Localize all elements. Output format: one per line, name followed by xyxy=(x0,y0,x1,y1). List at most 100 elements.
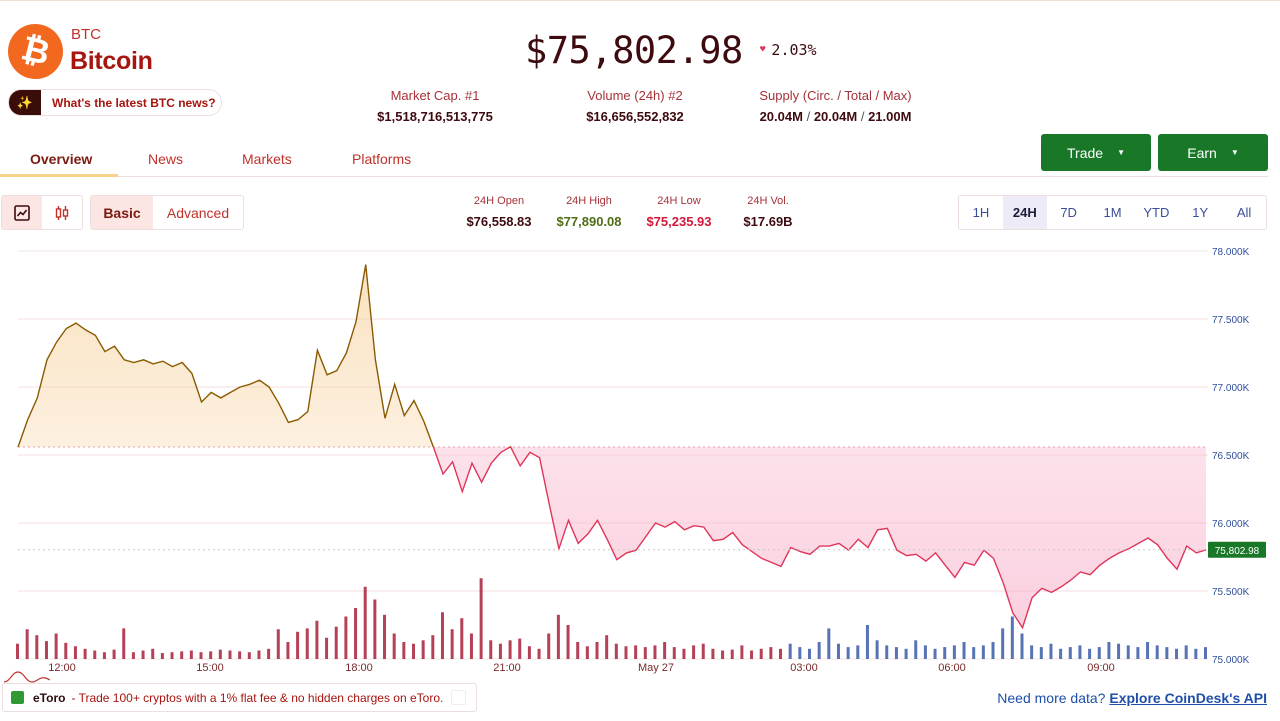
nav-divider xyxy=(0,176,1268,177)
earn-button[interactable]: Earn ▼ xyxy=(1158,134,1268,171)
tab-overview[interactable]: Overview xyxy=(30,151,93,167)
volume-bar xyxy=(1088,648,1092,659)
volume-bar xyxy=(189,650,193,659)
volume-bar xyxy=(247,652,251,659)
volume-bar xyxy=(556,614,560,659)
low-stat: 24H Low $75,235.93 xyxy=(635,195,723,229)
volume-bar xyxy=(721,650,725,659)
volume-bar xyxy=(334,626,338,659)
volume-bar xyxy=(750,650,754,659)
volume-bar xyxy=(836,643,840,659)
volume-bar xyxy=(711,648,715,659)
range-all[interactable]: All xyxy=(1236,205,1252,220)
chart-type-toggle xyxy=(1,195,83,230)
ad-close-icon[interactable] xyxy=(451,690,467,705)
tab-markets[interactable]: Markets xyxy=(242,151,292,167)
stat-label: Market Cap. #1 xyxy=(390,88,480,103)
price-change: ♥ 2.03% xyxy=(760,41,817,59)
x-axis-label: 09:00 xyxy=(1087,662,1115,674)
news-prompt-label: What's the latest BTC news? xyxy=(52,95,216,110)
day-stat-value: $75,235.93 xyxy=(646,214,712,229)
volume-bar xyxy=(663,642,667,659)
mini-chart-icon xyxy=(4,671,50,683)
volume-bar xyxy=(209,651,213,659)
candlestick-button[interactable] xyxy=(42,196,82,229)
volume-bar xyxy=(923,645,927,659)
advanced-mode-button[interactable]: Advanced xyxy=(166,204,230,221)
volume-bar xyxy=(228,650,232,659)
trade-button[interactable]: Trade ▼ xyxy=(1041,134,1151,171)
volume-bar xyxy=(614,643,618,659)
volume-bar xyxy=(914,640,918,659)
volume-bar xyxy=(798,647,802,659)
volume-bar xyxy=(392,633,396,659)
api-link[interactable]: Explore CoinDesk's API xyxy=(1109,690,1267,706)
earn-label: Earn xyxy=(1187,144,1217,161)
supply-stat: Supply (Circ. / Total / Max) 20.04M / 20… xyxy=(733,88,938,124)
volume-bar xyxy=(1184,645,1188,659)
range-1m[interactable]: 1M xyxy=(1103,205,1122,220)
y-axis-label: 78.000K xyxy=(1212,247,1250,258)
volume-bar xyxy=(518,638,522,659)
x-axis-label: 21:00 xyxy=(493,662,521,674)
volume-bar xyxy=(431,635,435,659)
volume-bar xyxy=(325,637,329,659)
trade-label: Trade xyxy=(1067,144,1104,161)
volume-bar xyxy=(25,629,29,659)
volume-bar xyxy=(199,652,203,659)
stat-label: Volume (24h) #2 xyxy=(587,88,683,103)
coin-nav: Overview News Markets Platforms xyxy=(0,140,1030,178)
range-24h[interactable]: 24H xyxy=(1002,196,1047,229)
volume-bar xyxy=(846,647,850,659)
market-cap-stat: Market Cap. #1 $1,518,716,513,775 xyxy=(370,88,500,124)
day-stat-value: $17.69B xyxy=(743,214,793,229)
news-prompt-button[interactable]: ✨ What's the latest BTC news? xyxy=(8,89,222,116)
day-stat-value: $77,890.08 xyxy=(556,214,622,229)
volume-bar xyxy=(1068,647,1072,659)
supply-sep: / xyxy=(860,109,865,124)
volume-bar xyxy=(1204,647,1207,659)
tab-platforms[interactable]: Platforms xyxy=(352,151,412,167)
price-chart[interactable]: 78.000K 77.500K 77.000K 76.500K 76.000K 75.50… xyxy=(0,240,1280,675)
line-chart-icon xyxy=(14,204,30,221)
volume-bar xyxy=(933,648,937,659)
basic-mode-button[interactable]: Basic xyxy=(91,196,153,229)
volume-bar xyxy=(808,648,811,659)
x-axis-label: 18:00 xyxy=(345,662,373,674)
volume-bar xyxy=(489,640,493,659)
x-axis-label: 06:00 xyxy=(938,662,966,674)
volume-bar xyxy=(653,645,657,659)
range-7d[interactable]: 7D xyxy=(1060,205,1077,220)
volume-bar xyxy=(1001,628,1005,659)
top-border xyxy=(0,0,1280,1)
volume-bar xyxy=(44,641,48,659)
volume-bar xyxy=(566,625,570,659)
volume-bar xyxy=(576,642,580,659)
volume-bar xyxy=(527,646,531,659)
volume-bar xyxy=(672,647,676,659)
price-change-value: 2.03% xyxy=(771,41,817,59)
etoro-ad-banner[interactable]: eToro - Trade 100+ cryptos with a 1% fla… xyxy=(2,683,477,712)
volume-bar xyxy=(1010,616,1014,659)
range-ytd[interactable]: YTD xyxy=(1143,205,1170,220)
range-1h[interactable]: 1H xyxy=(972,205,990,220)
volume-bar xyxy=(1039,647,1043,659)
volume-bar xyxy=(1155,645,1159,659)
volume-bar xyxy=(498,643,502,659)
day-stat-label: 24H Low xyxy=(657,195,701,207)
x-axis-label: 03:00 xyxy=(790,662,818,674)
tab-news[interactable]: News xyxy=(148,151,184,167)
volume-bar xyxy=(643,647,647,659)
volume-bar xyxy=(421,640,425,659)
volume-bar xyxy=(769,647,773,659)
volume-bar xyxy=(991,642,995,659)
volume-bar xyxy=(585,646,589,659)
coin-symbol: BTC xyxy=(71,26,101,43)
volume-bar xyxy=(856,645,860,659)
coin-name: Bitcoin xyxy=(70,47,153,75)
volume-bar xyxy=(296,631,300,659)
range-1y[interactable]: 1Y xyxy=(1192,205,1209,220)
volume-bar xyxy=(102,652,106,659)
line-chart-button[interactable] xyxy=(2,196,42,229)
ad-message: - Trade 100+ cryptos with a 1% flat fee … xyxy=(71,690,444,705)
